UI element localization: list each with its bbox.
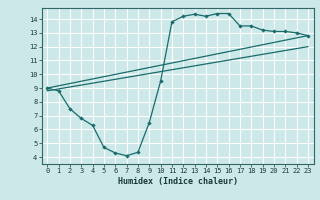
X-axis label: Humidex (Indice chaleur): Humidex (Indice chaleur) xyxy=(118,177,237,186)
